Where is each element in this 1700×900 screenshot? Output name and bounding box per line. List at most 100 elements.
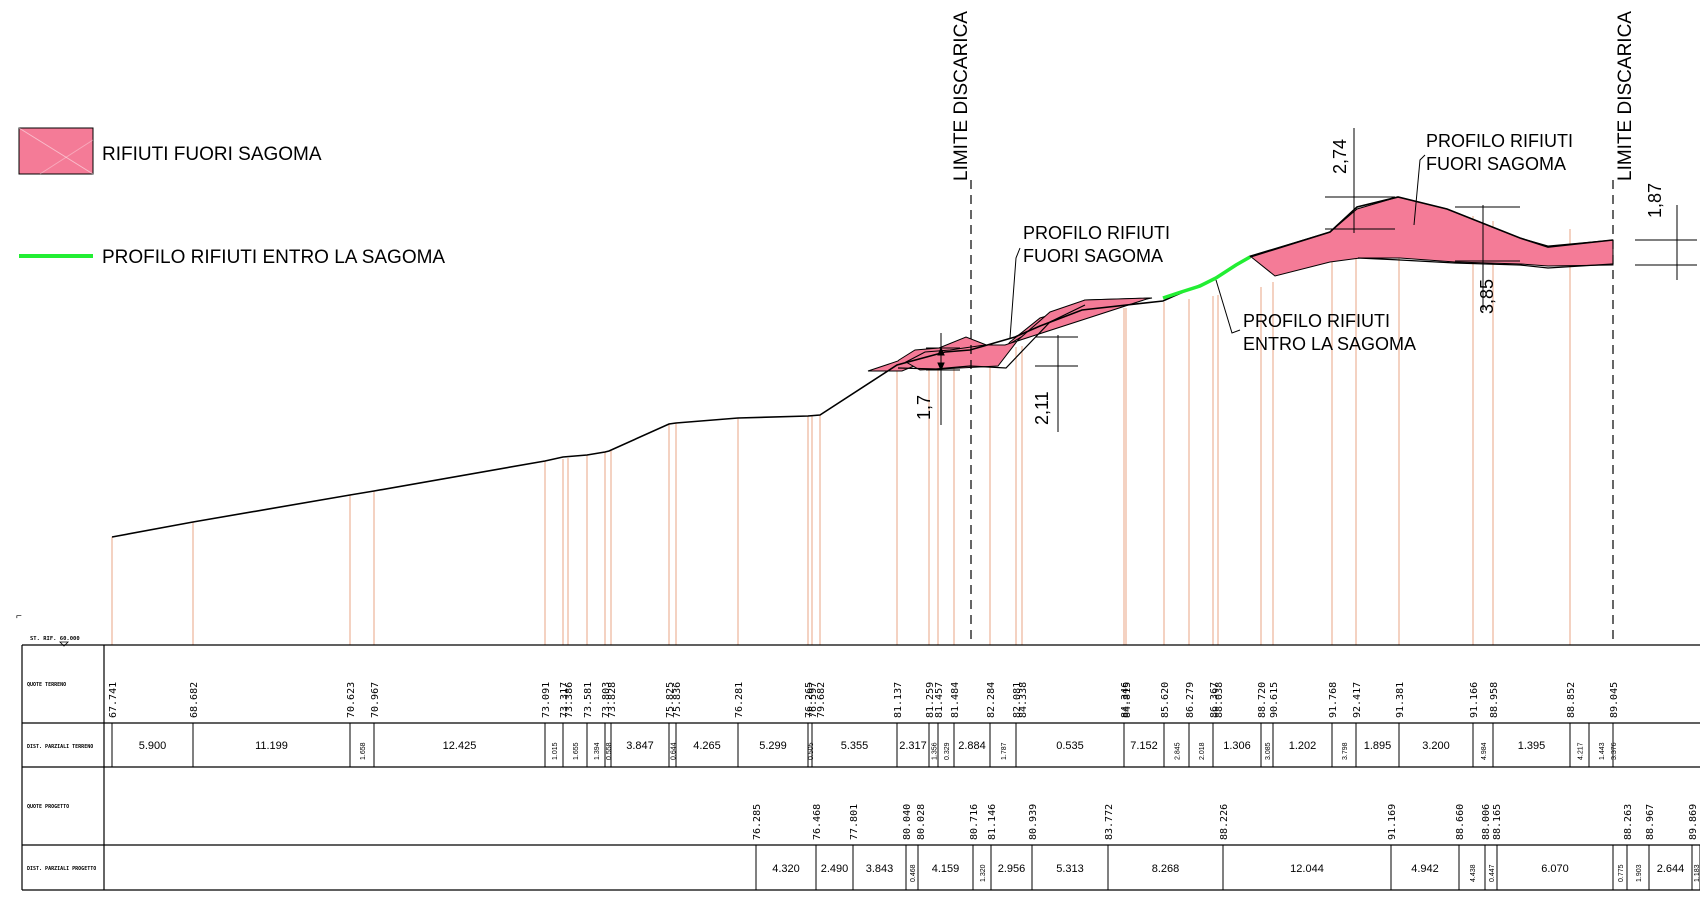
terrain-quote: 91.768 [1328, 682, 1339, 718]
project-distance: 2.490 [821, 863, 849, 875]
terrain-quote: 89.045 [1609, 682, 1620, 718]
terrain-quote: 84.346 [1120, 682, 1131, 718]
row-label-project-distances: DIST. PARZIALI PROGETTO [27, 866, 96, 872]
terrain-distance: 5.299 [759, 740, 787, 752]
dimension-3-label: 2,74 [1330, 139, 1350, 174]
dimension-4 [1455, 205, 1520, 310]
project-quote: 76.468 [812, 804, 823, 840]
terrain-distance: 1.655 [573, 742, 580, 760]
waste-in-profile [1162, 255, 1251, 300]
callout-fuori-2-line1: PROFILO RIFIUTI [1426, 131, 1573, 151]
terrain-quote: 73.828 [607, 682, 618, 718]
terrain-quote: 85.620 [1160, 682, 1171, 718]
row-label-terrain-distances: DIST. PARZIALI TERRENO [27, 744, 93, 750]
project-distance: 0.468 [910, 864, 917, 882]
callout-entro-line2: ENTRO LA SAGOMA [1243, 334, 1416, 354]
project-quote: 80.040 [902, 804, 913, 840]
terrain-distances-row: 5.900 11.199 1.658 12.425 1.015 1.655 1.394 0.5… [111, 723, 1618, 767]
limit-right: LIMITE DISCARICA [1612, 11, 1636, 645]
terrain-distance: 0.329 [944, 742, 951, 760]
terrain-distance: 2.317 [899, 740, 927, 752]
project-distance: 1.320 [980, 864, 987, 882]
project-quote: 88.165 [1492, 804, 1503, 840]
project-distances-row: 4.320 2.490 3.843 0.468 4.159 1.320 2.956 5.313… [755, 845, 1700, 890]
project-distance: 1.183 [1694, 864, 1700, 882]
terrain-quote: 86.279 [1185, 682, 1196, 718]
terrain-distance: 4.217 [1578, 742, 1585, 760]
terrain-quote: 84.815 [1122, 682, 1133, 718]
terrain-distance: 4.265 [693, 740, 721, 752]
project-quote: 76.285 [752, 804, 763, 840]
terrain-quote: 68.682 [189, 682, 200, 718]
terrain-quote: 86.367 [1209, 682, 1220, 718]
terrain-quote: 79.682 [816, 682, 827, 718]
station-lines [111, 216, 1571, 645]
project-distance: 5.313 [1056, 863, 1084, 875]
profile-table: QUOTE TERRENO DIST. PARZIALI TERRENO QUO… [21, 644, 1700, 891]
terrain-distance: 2.018 [1199, 742, 1206, 760]
terrain-distance: 1.394 [594, 742, 601, 760]
terrain-quote: 88.852 [1566, 682, 1577, 718]
row-label-project-quotes: QUOTE PROGETTO [27, 804, 69, 810]
terrain-quote: 76.281 [734, 682, 745, 718]
terrain-distance: 1.306 [1223, 740, 1251, 752]
terrain-quote: 91.166 [1469, 682, 1480, 718]
terrain-quote: 81.484 [950, 682, 961, 718]
terrain-distance: 1.015 [552, 742, 559, 760]
project-quote: 88.967 [1645, 804, 1656, 840]
project-distance: 4.320 [772, 863, 800, 875]
terrain-quote: 67.741 [108, 682, 119, 718]
terrain-quote: 90.615 [1269, 682, 1280, 718]
terrain-distance: 3.847 [626, 740, 654, 752]
terrain-profile [111, 196, 1614, 538]
terrain-quote: 73.803 [601, 682, 612, 718]
terrain-distance: 7.152 [1130, 740, 1158, 752]
project-distance: 6.070 [1541, 863, 1569, 875]
terrain-quote: 73.581 [583, 682, 594, 718]
project-distance: 8.268 [1152, 863, 1180, 875]
project-quote: 80.939 [1028, 804, 1039, 840]
project-quote: 81.146 [987, 804, 998, 840]
project-distance: 4.942 [1411, 863, 1439, 875]
project-quote: 83.772 [1104, 804, 1115, 840]
terrain-quote: 81.259 [925, 682, 936, 718]
waste-out-area-fuori-1 [904, 297, 1151, 371]
terrain-quote: 82.081 [1012, 682, 1023, 718]
project-distance: 1.903 [1636, 864, 1643, 882]
project-quote: 88.660 [1455, 804, 1466, 840]
project-quote: 88.226 [1219, 804, 1230, 840]
terrain-quote: 70.623 [346, 682, 357, 718]
project-quote: 89.869 [1688, 804, 1699, 840]
project-quote: 91.169 [1387, 804, 1398, 840]
terrain-distance: 3.200 [1422, 740, 1450, 752]
project-profile [897, 304, 1086, 370]
terrain-quote: 81.137 [893, 682, 904, 718]
callout-fuori-1-line1: PROFILO RIFIUTI [1023, 223, 1170, 243]
terrain-quote: 88.958 [1489, 682, 1500, 718]
corner-mark: ⌐ [16, 611, 22, 622]
terrain-distance: 2.884 [958, 740, 986, 752]
terrain-quote: 84.338 [1018, 682, 1029, 718]
terrain-distance: 11.199 [255, 740, 288, 752]
legend-label-waste-in: PROFILO RIFIUTI ENTRO LA SAGOMA [102, 247, 445, 268]
callout-entro: PROFILO RIFIUTI ENTRO LA SAGOMA [1215, 279, 1416, 354]
terrain-distance: 1.356 [932, 742, 939, 760]
terrain-quote: 76.265 [804, 682, 815, 718]
limit-right-label: LIMITE DISCARICA [1615, 11, 1636, 181]
dimension-3 [1325, 128, 1395, 233]
terrain-quote: 73.091 [541, 682, 552, 718]
terrain-distance: 1.787 [1001, 742, 1008, 760]
terrain-distance: 2.845 [1175, 742, 1182, 760]
terrain-quote: 91.381 [1395, 682, 1406, 718]
project-distance: 4.159 [932, 863, 960, 875]
dimension-5 [1635, 205, 1697, 280]
terrain-quote: 75.836 [672, 682, 683, 718]
terrain-distance: 1.658 [360, 742, 367, 760]
terrain-distance: 1.443 [1599, 742, 1606, 760]
project-distance: 4.438 [1470, 864, 1477, 882]
callout-entro-line1: PROFILO RIFIUTI [1243, 311, 1390, 331]
waste-out-area-right [1248, 196, 1614, 277]
project-quote: 88.006 [1481, 804, 1492, 840]
terrain-distance: 1.202 [1289, 740, 1317, 752]
dimension-2-label: 2,11 [1032, 391, 1052, 425]
